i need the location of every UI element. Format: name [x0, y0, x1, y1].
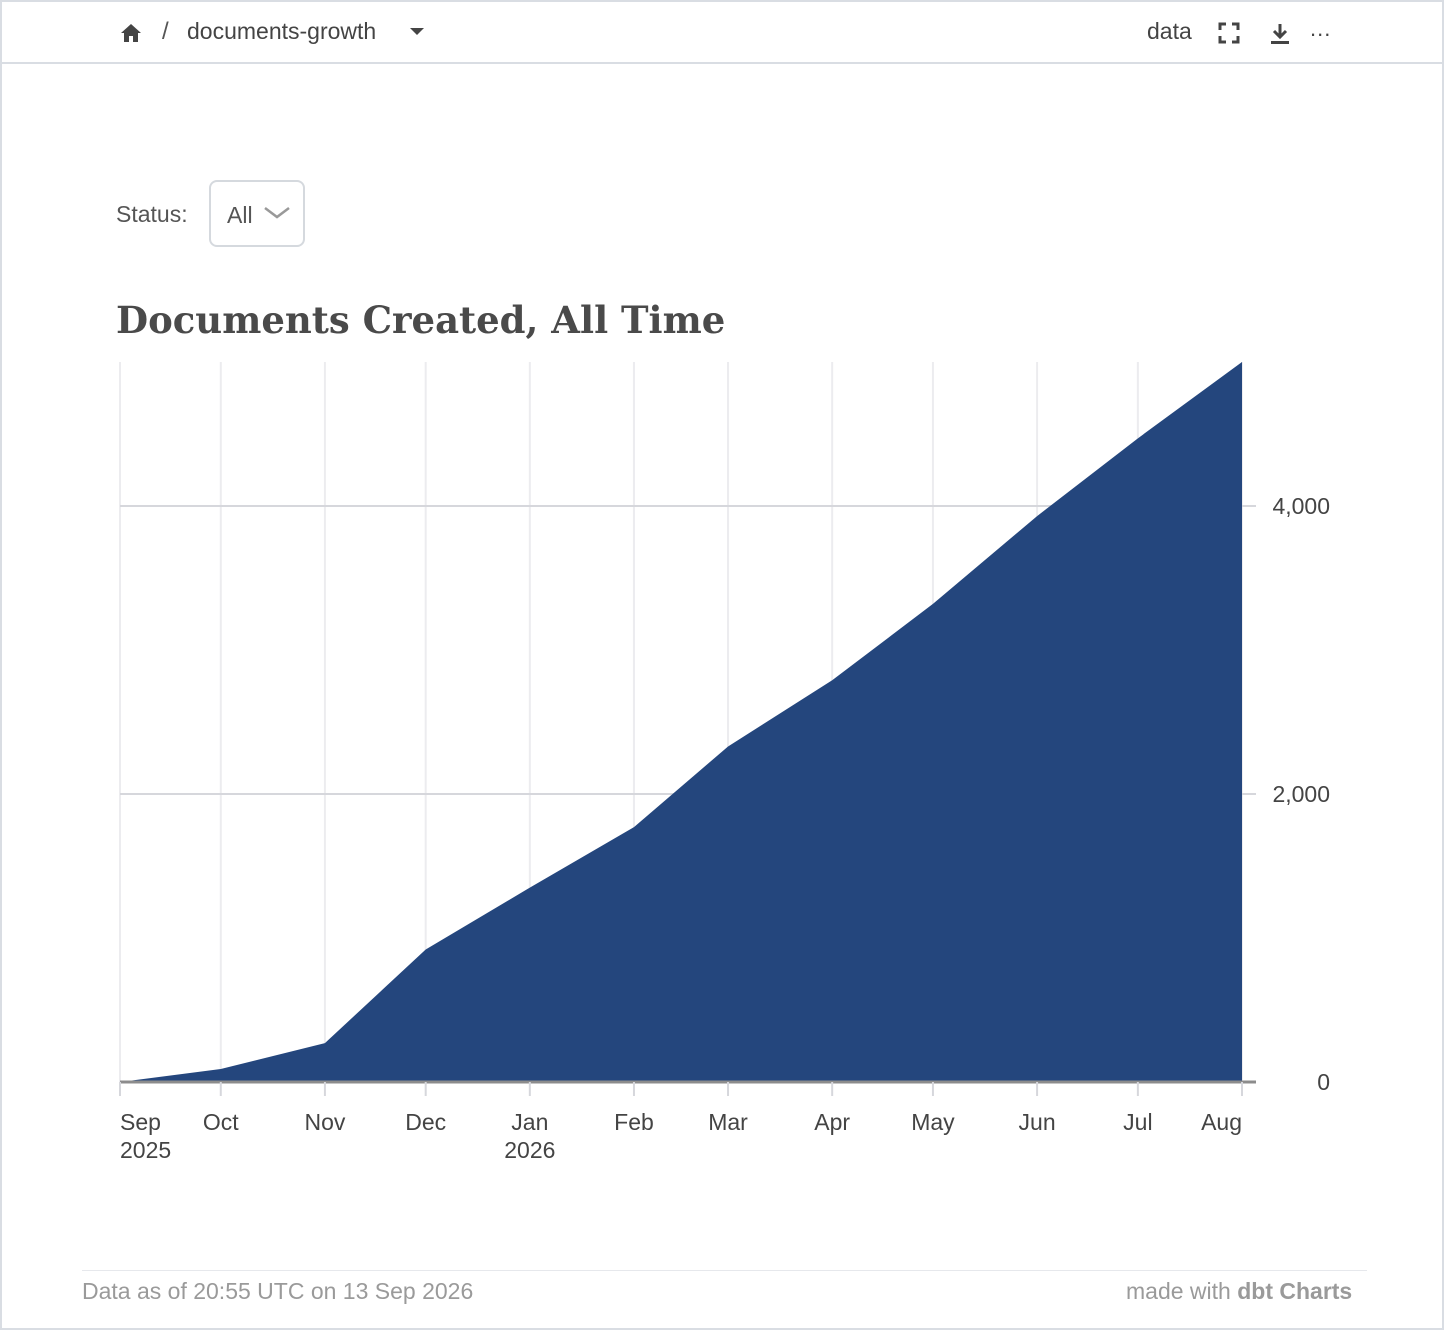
y-tick-label: 0 — [1317, 1069, 1330, 1095]
made-with-credit: made with dbt Charts — [1126, 1278, 1352, 1305]
x-tick-label: May — [911, 1109, 955, 1135]
x-tick-label: Oct — [203, 1109, 239, 1135]
chart-title: Documents Created, All Time — [116, 298, 726, 342]
x-tick-label: Jan — [511, 1109, 548, 1135]
y-tick-label: 2,000 — [1272, 781, 1330, 807]
x-tick-label: 2026 — [504, 1137, 555, 1163]
made-with-text: made with — [1126, 1278, 1231, 1304]
breadcrumb-separator: / — [162, 18, 169, 45]
x-tick-label: Jun — [1019, 1109, 1056, 1135]
x-tick-label: 2025 — [120, 1137, 171, 1163]
x-tick-label: Dec — [405, 1109, 446, 1135]
caret-down-icon[interactable] — [410, 28, 424, 35]
x-tick-label: Sep — [120, 1109, 161, 1135]
area-series — [120, 362, 1242, 1082]
status-filter-select[interactable]: All — [209, 180, 305, 247]
download-icon[interactable] — [1269, 22, 1291, 46]
status-filter-value: All — [227, 202, 253, 228]
home-icon[interactable] — [120, 22, 142, 44]
x-tick-label: Nov — [304, 1109, 345, 1135]
data-link[interactable]: data — [1147, 18, 1192, 44]
fullscreen-icon[interactable] — [1218, 22, 1240, 44]
x-tick-label: Apr — [814, 1109, 850, 1135]
top-bar: / documents-growth data ... — [2, 2, 1442, 64]
y-tick-label: 4,000 — [1272, 493, 1330, 519]
footer-divider — [82, 1270, 1367, 1271]
more-icon[interactable]: ... — [1310, 16, 1332, 41]
x-tick-label: Jul — [1123, 1109, 1152, 1135]
brand-name[interactable]: dbt Charts — [1237, 1278, 1353, 1304]
x-tick-label: Feb — [614, 1109, 654, 1135]
status-filter-label: Status: — [116, 201, 188, 227]
data-timestamp: Data as of 20:55 UTC on 13 Sep 2026 — [82, 1278, 474, 1304]
x-tick-label: Aug — [1201, 1109, 1242, 1135]
dashboard-name[interactable]: documents-growth — [187, 18, 377, 44]
chevron-down-icon — [264, 207, 290, 219]
x-tick-label: Mar — [708, 1109, 748, 1135]
